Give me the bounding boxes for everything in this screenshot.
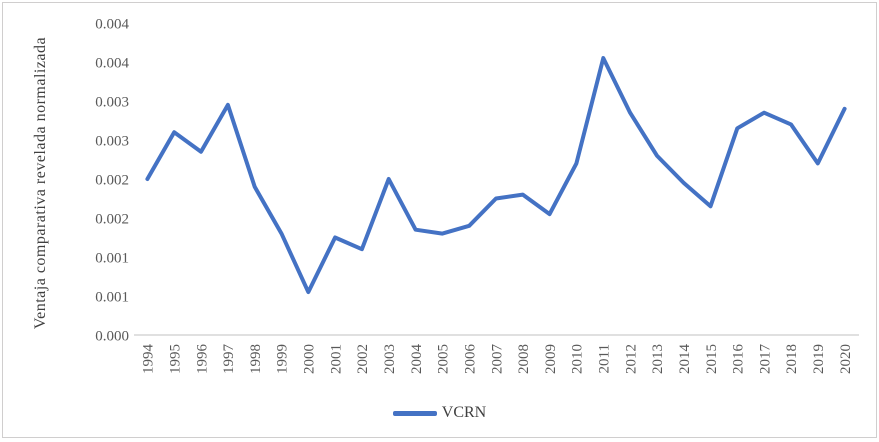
legend: VCRN bbox=[392, 404, 487, 422]
x-tick-label: 2008 bbox=[516, 344, 532, 374]
y-tick-label: 0.002 bbox=[95, 211, 129, 227]
x-tick-label: 1995 bbox=[167, 344, 183, 374]
legend-line-swatch bbox=[392, 410, 437, 416]
x-tick-label: 2004 bbox=[409, 344, 425, 375]
y-tick-label: 0.003 bbox=[95, 94, 129, 110]
y-tick-label: 0.004 bbox=[95, 55, 129, 71]
x-tick-label: 1998 bbox=[248, 344, 264, 374]
x-tick-label: 1997 bbox=[221, 344, 237, 375]
x-tick-label: 2015 bbox=[704, 344, 720, 374]
plot-area: 0.004 0.004 0.003 0.003 0.002 0.002 0.001 0.001… bbox=[95, 16, 859, 375]
x-tick-label: 2007 bbox=[489, 344, 505, 375]
x-tick-label: 2012 bbox=[623, 344, 639, 374]
x-tick-label: 2002 bbox=[355, 344, 371, 374]
x-tick-label: 2011 bbox=[597, 344, 613, 373]
x-tick-label: 2019 bbox=[811, 344, 827, 374]
x-tick-label: 2009 bbox=[543, 344, 559, 374]
vcrn-line-series bbox=[145, 56, 847, 295]
x-tick-label: 2000 bbox=[302, 344, 318, 374]
x-tick-label: 2005 bbox=[436, 344, 452, 374]
legend-label: VCRN bbox=[441, 404, 487, 421]
x-axis-tick-labels: 1994 1995 1996 1997 1998 1999 2000 2001 2002 2003… bbox=[141, 344, 854, 375]
y-tick-label: 0.003 bbox=[95, 133, 129, 149]
x-tick-label: 1994 bbox=[141, 344, 157, 375]
y-tick-label: 0.004 bbox=[95, 16, 129, 32]
x-tick-label: 2018 bbox=[784, 344, 800, 374]
x-tick-label: 2006 bbox=[462, 344, 478, 375]
y-tick-label: 0.001 bbox=[95, 289, 129, 305]
x-tick-label: 2014 bbox=[677, 344, 693, 375]
x-tick-label: 2016 bbox=[731, 344, 747, 375]
x-tick-label: 2010 bbox=[570, 344, 586, 374]
y-tick-label: 0.002 bbox=[95, 172, 129, 188]
x-tick-label: 2017 bbox=[757, 344, 773, 375]
y-tick-label: 0.001 bbox=[95, 250, 129, 266]
x-tick-label: 1999 bbox=[275, 344, 291, 374]
y-axis-tick-labels: 0.004 0.004 0.003 0.003 0.002 0.002 0.001 0.001… bbox=[95, 16, 129, 344]
x-tick-label: 2003 bbox=[382, 344, 398, 374]
x-tick-label: 1996 bbox=[194, 344, 210, 375]
x-tick-label: 2001 bbox=[328, 344, 344, 374]
x-tick-label: 2013 bbox=[650, 344, 666, 374]
x-tick-label: 2020 bbox=[838, 344, 854, 374]
y-tick-label: 0.000 bbox=[95, 328, 129, 344]
